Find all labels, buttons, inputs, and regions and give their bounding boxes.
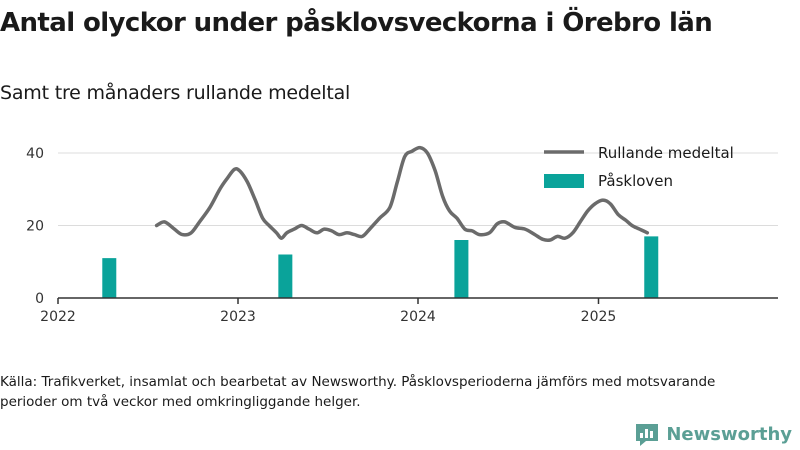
legend-swatch-bar: [544, 174, 584, 188]
bar: [102, 258, 117, 298]
chart-subtitle: Samt tre månaders rullande medeltal: [0, 82, 351, 104]
newsworthy-logo-icon: [636, 424, 659, 446]
x-tick-label: 2023: [220, 309, 256, 325]
legend-label-rolling: Rullande medeltal: [598, 144, 734, 162]
y-tick-label: 0: [35, 291, 44, 307]
x-axis: 2022 2023 2024 2025: [40, 297, 778, 325]
brand-name: Newsworthy: [666, 423, 792, 445]
legend-label-easter: Påskloven: [598, 172, 673, 190]
source-note: Källa: Trafikverket, insamlat och bearbe…: [0, 374, 716, 410]
y-tick-label: 40: [26, 146, 44, 162]
bar: [454, 240, 469, 298]
rolling-average-line: [154, 145, 650, 242]
gridlines: 0 20 40: [26, 146, 778, 307]
y-tick-label: 20: [26, 219, 44, 235]
x-tick-label: 2024: [400, 309, 436, 325]
chart-area: 0 20 40 2022 2023 2024 2025 Rullande medeltal…: [26, 144, 778, 325]
chart-title: Antal olyckor under påsklovsveckorna i Ö…: [0, 8, 713, 38]
brand-logo[interactable]: Newsworthy: [634, 420, 792, 448]
x-tick-label: 2022: [40, 309, 76, 325]
line-series: [154, 145, 650, 242]
bar: [278, 254, 293, 298]
bar-series: [102, 236, 659, 298]
x-tick-label: 2025: [581, 309, 617, 325]
legend: Rullande medeltal Påskloven: [544, 144, 734, 190]
bar: [644, 236, 659, 298]
